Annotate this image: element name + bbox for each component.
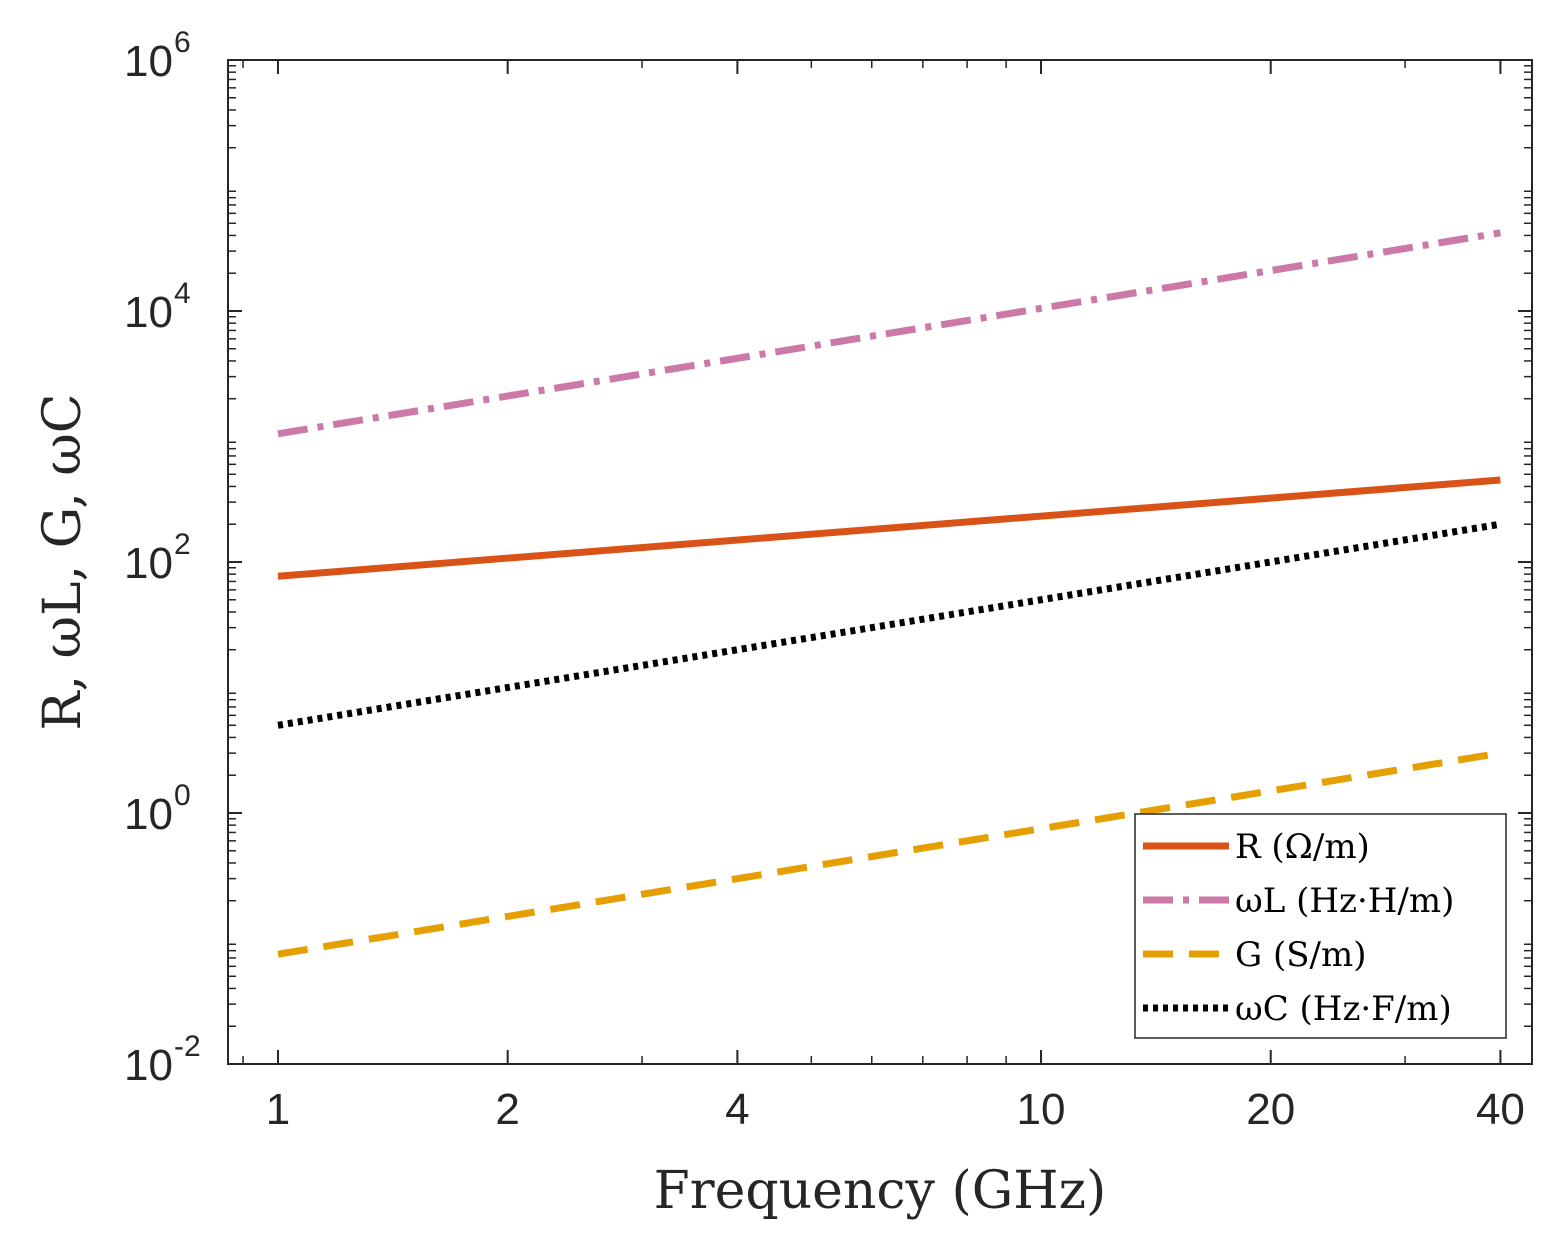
y-tick-exponent: 4 — [174, 277, 191, 310]
major-ticks — [228, 59, 1532, 1065]
y-tick-exponent: 6 — [174, 26, 191, 59]
y-tick-exponent: -2 — [174, 1030, 201, 1063]
y-tick-exponent: 2 — [174, 528, 191, 561]
series-line-2 — [277, 749, 1501, 958]
legend-label-0: R (Ω/m) — [1235, 827, 1370, 867]
x-tick-label: 4 — [725, 1085, 749, 1134]
y-axis-title: R, ωL, G, ωC — [33, 393, 93, 730]
x-tick-label: 1 — [266, 1085, 290, 1134]
y-tick-label: 10 — [124, 790, 173, 839]
x-tick-label: 2 — [495, 1085, 519, 1134]
series-line-0 — [277, 476, 1501, 580]
x-tick-labels: 1 2 4 10 20 40 — [266, 1085, 1525, 1134]
legend-label-3: ωC (Hz·F/m) — [1235, 989, 1452, 1029]
y-tick-label: 10 — [124, 37, 173, 86]
x-tick-label: 40 — [1476, 1085, 1525, 1134]
y-tick-label: 10 — [124, 1041, 173, 1090]
legend-label-1: ωL (Hz·H/m) — [1235, 881, 1454, 921]
y-tick-exponent: 0 — [174, 779, 191, 812]
y-tick-label: 10 — [124, 288, 173, 337]
y-tick-label: 10 — [124, 539, 173, 588]
legend: R (Ω/m) ωL (Hz·H/m) G (S/m) ωC (Hz·F/m) — [1134, 813, 1507, 1039]
series-layer — [277, 229, 1501, 958]
x-tick-label: 10 — [1017, 1085, 1066, 1134]
legend-label-2: G (S/m) — [1235, 935, 1366, 975]
series-line-3 — [277, 520, 1501, 729]
x-tick-label: 20 — [1246, 1085, 1295, 1134]
x-axis-title: Frequency (GHz) — [654, 1161, 1107, 1221]
legend-box — [1134, 813, 1507, 1039]
series-line-1 — [277, 229, 1501, 438]
